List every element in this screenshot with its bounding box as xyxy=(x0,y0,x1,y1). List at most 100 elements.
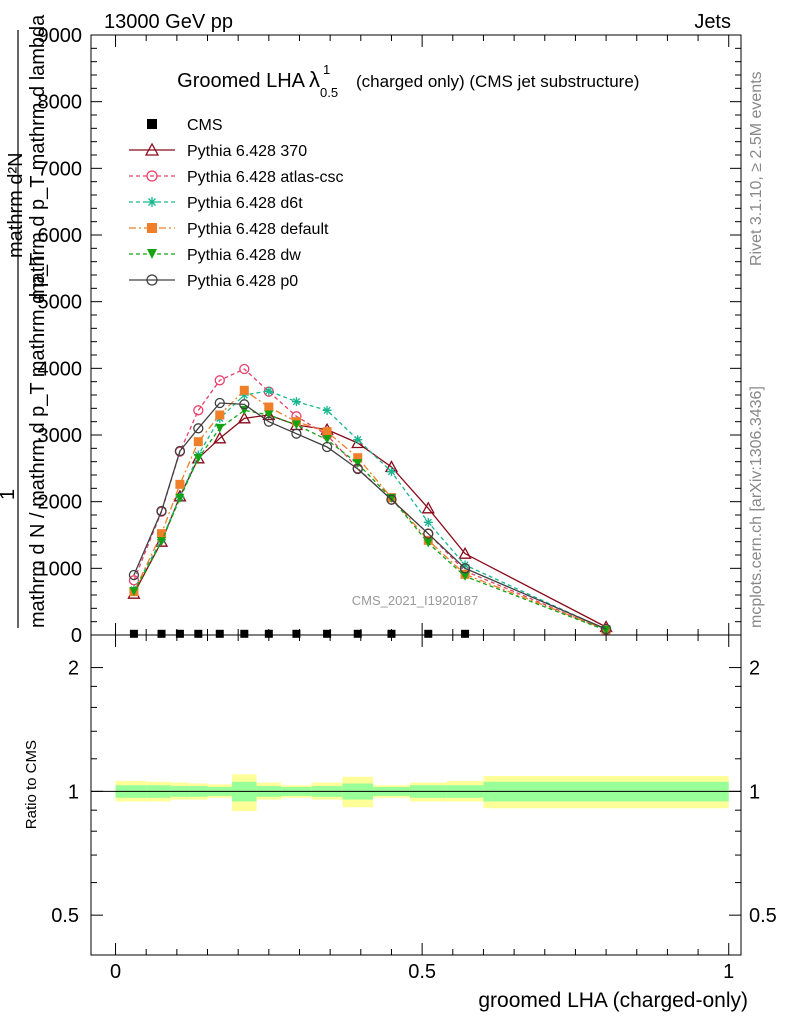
data-point-marker xyxy=(353,629,362,638)
data-point-marker xyxy=(291,428,302,439)
legend-entry: CMS xyxy=(147,117,223,134)
data-point-marker xyxy=(239,385,249,395)
data-point-marker xyxy=(193,453,203,463)
data-point-marker xyxy=(239,390,249,400)
ylabel-one: 1 xyxy=(0,489,19,500)
ylabel-numerator-2: mathrm d p_T mathrm d lambda xyxy=(27,14,49,300)
data-point-marker xyxy=(128,569,140,581)
data-point-marker xyxy=(264,402,274,412)
legend-label: Pythia 6.428 p0 xyxy=(187,273,298,290)
ratio-y-tick-label-right: 0.5 xyxy=(749,905,777,927)
data-point-marker xyxy=(146,274,158,286)
data-point-marker xyxy=(157,629,166,638)
data-point-marker xyxy=(129,587,139,597)
data-point-marker xyxy=(175,493,185,503)
data-point-marker xyxy=(213,431,227,444)
data-point-marker xyxy=(322,405,332,415)
ratio-ylabel: Ratio to CMS xyxy=(23,740,40,829)
data-point-marker xyxy=(321,441,333,453)
title-lambda: λ xyxy=(309,67,320,92)
title-suffix: (charged only) (CMS jet substructure) xyxy=(356,72,639,91)
data-point-marker xyxy=(322,435,332,445)
mcplots-label: mcplots.cern.ch [arXiv:1306.3436] xyxy=(748,386,765,628)
data-point-marker xyxy=(146,170,158,182)
main-y-ticks: 0 1000 2000 3000 4000 5000 6000 7000 8000 9000 xyxy=(38,25,741,647)
ratio-y-tick-label-right: 2 xyxy=(749,658,760,680)
ratio-frame xyxy=(90,634,742,956)
data-point-marker xyxy=(353,459,363,469)
data-point-marker xyxy=(214,397,225,409)
main-panel: 0 1000 2000 3000 4000 5000 6000 7000 8000 9000 xyxy=(38,25,742,647)
data-point-marker xyxy=(423,517,433,527)
x-tick-label: 1 xyxy=(723,961,734,983)
data-point-marker xyxy=(174,445,186,457)
y-tick-label: 8000 xyxy=(38,92,83,114)
data-point-marker xyxy=(156,505,167,517)
data-point-marker xyxy=(600,623,612,635)
ratio-x-ticks: 0 0.5 1 xyxy=(110,635,734,983)
ratio-panel: 0.5 0.51 12 2 0 0.5 1 xyxy=(51,634,777,983)
y-axis-label: mathrm d²N mathrm d p_T mathrm d lambda … xyxy=(0,14,49,628)
ratio-bands xyxy=(115,774,729,812)
legend-label: Pythia 6.428 d6t xyxy=(187,195,303,212)
rivet-label: Rivet 3.1.10, ≥ 2.5M events xyxy=(748,71,765,266)
data-point-marker xyxy=(194,629,203,638)
legend-label: CMS xyxy=(187,117,223,134)
y-tick-label: 7000 xyxy=(38,158,83,180)
series-pythia-6-428-dw xyxy=(129,405,611,635)
series-cms xyxy=(129,629,470,638)
data-point-marker xyxy=(424,629,433,638)
data-point-marker xyxy=(215,423,225,433)
ylabel-denominator: mathrm d N / mathrm d p_T mathrm d p_T xyxy=(27,253,49,628)
data-point-marker xyxy=(147,119,157,129)
data-point-marker xyxy=(458,546,472,559)
data-point-marker xyxy=(423,528,434,539)
data-point-marker xyxy=(157,529,167,539)
main-series xyxy=(127,363,613,638)
legend-label: Pythia 6.428 370 xyxy=(187,143,307,160)
data-point-marker xyxy=(461,629,470,638)
y-tick-label: 0 xyxy=(71,625,82,647)
data-point-marker xyxy=(353,453,363,463)
data-point-marker xyxy=(147,249,157,259)
data-point-marker xyxy=(264,410,274,420)
data-point-marker xyxy=(291,420,301,430)
data-point-marker xyxy=(215,410,225,420)
data-point-marker xyxy=(387,629,396,638)
header-left: 13000 GeV pp xyxy=(104,11,233,33)
series-line xyxy=(133,409,607,631)
y-tick-label: 9000 xyxy=(38,25,83,47)
ratio-y-ticks: 0.5 0.5 1 1 2 2 xyxy=(51,658,777,928)
data-point-marker xyxy=(193,423,204,434)
y-tick-label: 1000 xyxy=(38,558,83,580)
data-point-marker xyxy=(215,629,224,638)
x-tick-label: 0 xyxy=(110,961,121,983)
data-point-marker xyxy=(264,629,273,638)
data-point-marker xyxy=(460,560,470,570)
legend-entry: Pythia 6.428 370 xyxy=(129,142,307,160)
data-point-marker xyxy=(459,563,471,574)
title-main: Groomed LHA xyxy=(177,70,305,92)
data-point-marker xyxy=(386,494,397,505)
data-point-marker xyxy=(239,399,250,410)
data-point-marker xyxy=(147,197,157,207)
data-point-marker xyxy=(421,501,435,514)
data-point-marker xyxy=(240,629,249,638)
title-subscript: 0.5 xyxy=(320,85,338,100)
header-right: Jets xyxy=(694,11,731,33)
data-point-marker xyxy=(175,479,185,489)
data-point-marker xyxy=(323,629,332,638)
y-tick-label: 2000 xyxy=(38,492,83,514)
series-line xyxy=(133,368,607,631)
ratio-y-tick-label: 1 xyxy=(68,781,79,803)
legend: CMS Pythia 6.428 370 Pythia 6.428 atlas-cs… xyxy=(129,117,344,290)
legend-label: Pythia 6.428 atlas-csc xyxy=(187,169,344,186)
data-point-marker xyxy=(129,629,138,638)
data-point-marker xyxy=(423,538,433,548)
data-point-marker xyxy=(322,427,332,437)
legend-entry: Pythia 6.428 p0 xyxy=(129,273,298,290)
y-tick-label: 4000 xyxy=(38,358,83,380)
ratio-y-tick-label: 2 xyxy=(68,658,79,680)
analysis-watermark: CMS_2021_I1920187 xyxy=(352,593,479,608)
